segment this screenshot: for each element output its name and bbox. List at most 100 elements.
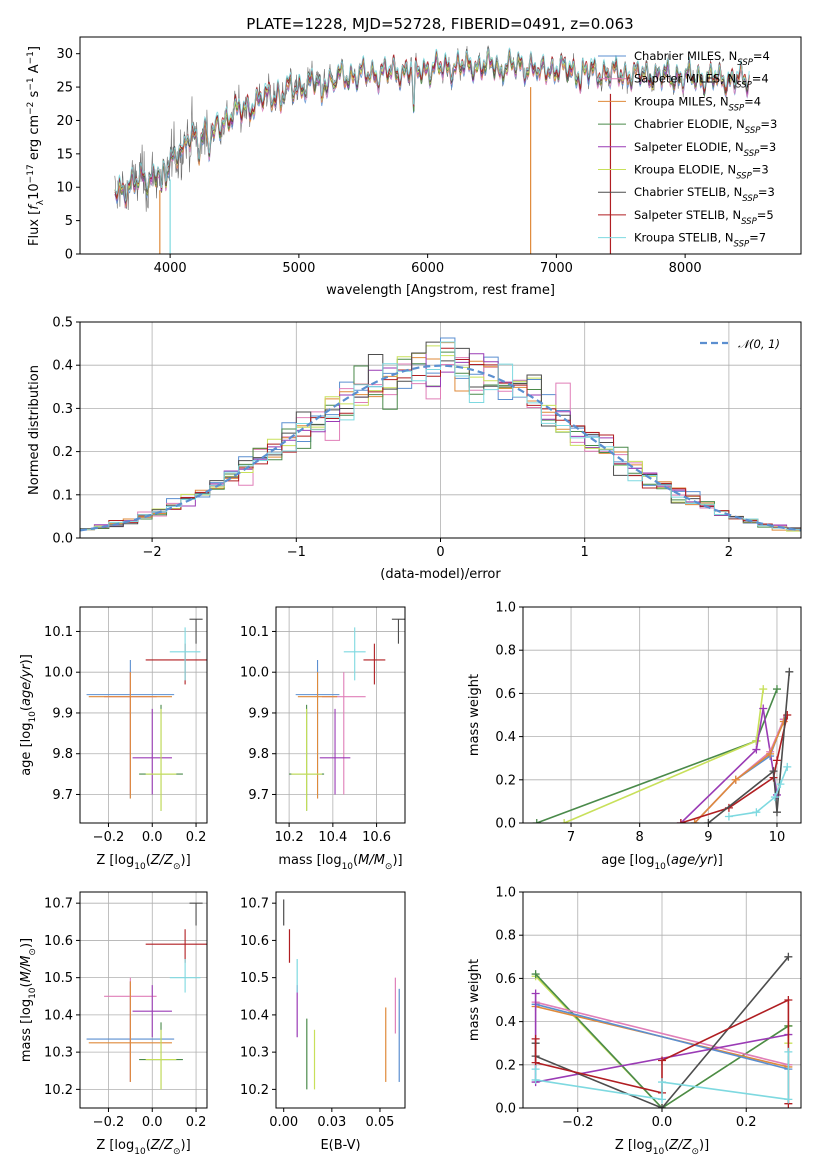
plot-area-mass-vs-EBV: [283, 899, 400, 1090]
errorbar-salpeter-elodie: [132, 708, 172, 795]
series-line: [536, 688, 778, 823]
x-tick-label: 0: [436, 545, 444, 560]
x-tick-label: 0.03: [317, 1115, 346, 1130]
series-marker: [772, 685, 781, 694]
x-tick-label: 5000: [282, 261, 315, 276]
x-tick-label: 7000: [540, 261, 573, 276]
x-tick-label: 0.0: [142, 830, 163, 845]
y-tick-label: 0.8: [495, 929, 516, 944]
y-tick-label: 10.2: [240, 1083, 269, 1098]
axes-age-vs-Z: −0.2 0.0 0.2 9.7 9.8 9.9 10.0 10.1: [44, 607, 207, 845]
axes-frame-mass-weight-vs-age: [522, 606, 802, 824]
y-tick-label: 10.7: [240, 897, 269, 912]
x-tick-label: 0.0: [652, 1115, 673, 1130]
y-tick-label: 10.1: [44, 625, 73, 640]
series-marker: [531, 1065, 540, 1074]
series-marker: [784, 1095, 793, 1104]
legend-entry: Kroupa MILES, NSSP=4: [634, 94, 761, 113]
y-tick-label: 1.0: [495, 886, 516, 901]
y-tick-label: 10.0: [240, 666, 269, 681]
y-tick-label: 0.4: [495, 730, 516, 745]
series-marker: [658, 1104, 666, 1108]
errorbar-chabrier-stelib: [189, 618, 203, 644]
series-marker: [704, 819, 713, 823]
series-marker: [658, 1078, 666, 1087]
series-kroupa-stelib: [724, 762, 792, 821]
legend-entry: Salpeter MILES, NSSP=4: [634, 72, 769, 91]
plot-area-mass-weight-vs-age: [532, 667, 794, 823]
x-tick-label: 1: [581, 545, 589, 560]
x-tick-label: 0.00: [269, 1115, 298, 1130]
axes-frame-residuals: [79, 321, 802, 539]
series-marker: [752, 808, 761, 817]
series-marker: [724, 812, 733, 821]
series-marker: [766, 749, 775, 758]
y-tick-label: 10.6: [44, 934, 73, 949]
axes-frame-mass-vs-Z: [79, 891, 208, 1109]
x-axis-label: mass [log10(M/M⊙)]: [278, 853, 402, 872]
series-marker: [676, 819, 685, 823]
series-line: [535, 1003, 789, 1070]
series-marker: [785, 667, 794, 676]
x-tick-label: 4000: [154, 261, 187, 276]
errorbar-salpeter-miles: [321, 672, 366, 795]
errorbar-salpeter-stelib: [363, 643, 386, 685]
series-line: [535, 1001, 789, 1066]
x-axis-label: wavelength [Angstrom, rest frame]: [326, 283, 555, 298]
series-marker: [531, 970, 540, 979]
series-marker: [784, 1047, 793, 1056]
y-tick-label: 10.4: [240, 1008, 269, 1023]
axes-mass-vs-Z: −0.2 0.0 0.2 10.2 10.3 10.4 10.5 10.6 10.7: [44, 892, 207, 1130]
series-marker: [776, 780, 785, 789]
errorbar-kroupa-elodie: [291, 708, 322, 811]
y-tick-label: 10.5: [44, 971, 73, 986]
histogram-kroupa-stelib: [80, 341, 801, 538]
series-line: [535, 973, 789, 1108]
y-tick-label: 0.0: [52, 532, 73, 547]
legend-entry: Chabrier MILES, NSSP=4: [634, 49, 770, 68]
legend-entry: Chabrier STELIB, NSSP=3: [634, 185, 775, 204]
plot-area-mass-vs-Z: [86, 902, 207, 1090]
y-axis-label: Normed distribution: [27, 365, 42, 495]
series-marker: [772, 808, 781, 817]
x-axis-label: Z [log10(Z/Z⊙)]: [96, 1138, 190, 1157]
x-tick-label: −2: [143, 545, 162, 560]
errorbar-salpeter-elodie: [132, 985, 172, 1038]
errorbar-kroupa-elodie: [145, 1029, 177, 1090]
errorbar-kroupa-stelib: [343, 627, 366, 681]
series-marker: [759, 704, 768, 713]
y-tick-label: 9.8: [248, 747, 269, 762]
y-tick-label: 9.9: [52, 706, 73, 721]
model-spectrum-kroupa-stelib: [114, 47, 750, 202]
errorbar-kroupa-miles: [88, 981, 172, 1082]
axes-frame-age-vs-mass: [275, 606, 406, 824]
x-tick-label: 0.05: [365, 1115, 394, 1130]
series-marker: [532, 819, 541, 823]
y-tick-label: 0.2: [495, 1058, 516, 1073]
y-tick-label: 10.6: [240, 934, 269, 949]
figure-title: PLATE=1228, MJD=52728, FIBERID=0491, z=0…: [246, 15, 633, 33]
series-marker: [769, 767, 778, 776]
axes-frame-spectrum: [79, 36, 802, 255]
y-tick-label: 0.8: [495, 644, 516, 659]
y-tick-label: 10.5: [240, 971, 269, 986]
x-tick-label: 6000: [411, 261, 444, 276]
series-line: [707, 671, 791, 823]
x-tick-label: −0.2: [93, 1115, 125, 1130]
x-axis-label: age [log10(age/yr)]: [601, 853, 723, 872]
y-tick-label: 0.1: [52, 488, 73, 503]
y-tick-label: 0.2: [52, 445, 73, 460]
y-tick-label: 5: [65, 214, 73, 229]
y-tick-label: 9.8: [52, 747, 73, 762]
x-tick-label: 2: [725, 545, 733, 560]
x-tick-label: 0.2: [186, 830, 207, 845]
y-axis-label: mass [log10(M/M⊙)]: [19, 938, 38, 1062]
plot-area-spectrum: [114, 45, 750, 254]
errorbar-chabrier-stelib: [391, 618, 405, 644]
y-tick-label: 9.9: [248, 706, 269, 721]
series-marker: [531, 1075, 540, 1084]
errorbar-kroupa-miles: [297, 672, 338, 799]
legend-entry: Kroupa STELIB, NSSP=7: [634, 231, 766, 250]
y-tick-label: 10: [56, 181, 73, 196]
